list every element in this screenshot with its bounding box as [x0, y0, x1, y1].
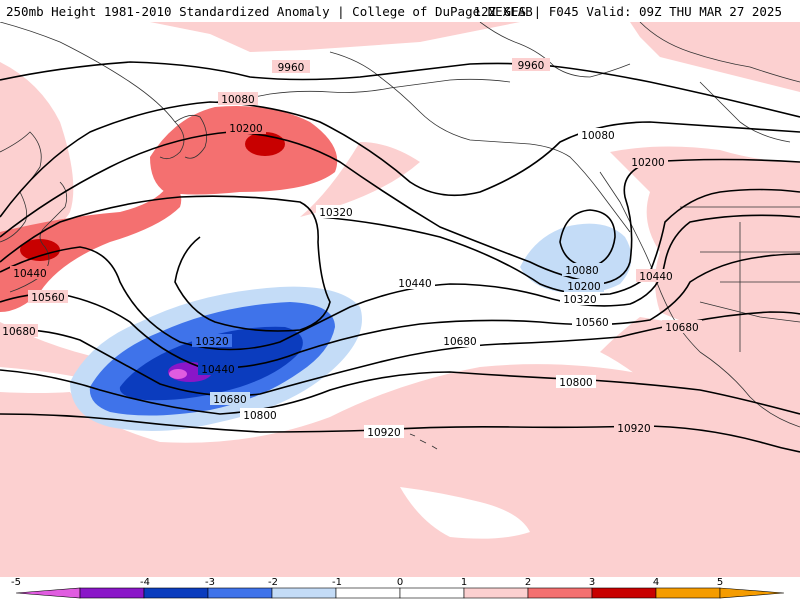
legend-tick: -3 [205, 577, 215, 588]
contour-label: 10080 [562, 263, 602, 277]
svg-text:10440: 10440 [13, 268, 46, 280]
anomaly-fill-neg5 [169, 369, 187, 379]
svg-text:10320: 10320 [563, 294, 596, 306]
legend-tick: -1 [332, 577, 342, 588]
legend-swatch-pos2 [527, 587, 593, 599]
anomaly-fill-pos3 [20, 132, 285, 261]
contour-10800 [0, 369, 800, 415]
svg-text:10080: 10080 [221, 94, 254, 106]
legend-ticks: -5 -4 -3 -2 -1 0 1 2 3 4 5 [11, 577, 723, 588]
svg-text:10080: 10080 [565, 265, 598, 277]
svg-text:10200: 10200 [567, 281, 600, 293]
legend-tick: 5 [717, 577, 723, 588]
contour-labels: 9960 9960 10080 10080 10080 10200 10200 … [0, 58, 702, 439]
height-contours [0, 61, 800, 453]
anomaly-fill-pos2 [0, 106, 338, 312]
svg-text:10680: 10680 [443, 336, 476, 348]
contour-label: 10440 [395, 276, 435, 290]
svg-text:10560: 10560 [575, 317, 608, 329]
legend-tick: -5 [11, 577, 21, 588]
contour-label: 10440 [636, 269, 676, 283]
legend-swatch-neg3 [143, 587, 209, 599]
contour-label: 10680 [0, 324, 38, 338]
legend-tick: 0 [397, 577, 403, 588]
legend-color-bar [15, 587, 785, 599]
contour-10560 [0, 253, 800, 369]
legend-swatch-neg5 [15, 587, 81, 599]
legend-tick: -4 [140, 577, 150, 588]
contour-label: 9960 [272, 60, 310, 74]
legend-tick: 3 [589, 577, 595, 588]
contour-label: 10800 [240, 408, 280, 422]
svg-text:10920: 10920 [367, 427, 400, 439]
legend-swatch-neg2 [207, 587, 273, 599]
color-scale-legend: -5 -4 -3 -2 -1 0 1 2 3 4 5 [11, 577, 785, 599]
contour-label: 10200 [226, 121, 266, 135]
contour-label: 10200 [564, 279, 604, 293]
svg-text:10800: 10800 [559, 377, 592, 389]
anomaly-neutral-patch [400, 487, 530, 539]
legend-swatch-pos5 [719, 587, 785, 599]
contour-label: 10560 [28, 290, 68, 304]
svg-text:9960: 9960 [278, 62, 305, 74]
contour-label: 9960 [512, 58, 550, 72]
header-bar: 250mb Height 1981-2010 Standardized Anom… [0, 0, 800, 22]
legend-tick: 2 [525, 577, 531, 588]
contour-10440 [0, 214, 800, 351]
legend-swatch-neg4 [79, 587, 145, 599]
svg-text:10200: 10200 [229, 123, 262, 135]
contour-label: 10080 [218, 92, 258, 106]
svg-text:10920: 10920 [617, 423, 650, 435]
svg-text:10560: 10560 [31, 292, 64, 304]
svg-text:10440: 10440 [398, 278, 431, 290]
contour-10080 [0, 101, 800, 218]
contour-10680 [0, 311, 800, 397]
svg-text:10320: 10320 [319, 207, 352, 219]
svg-text:10320: 10320 [195, 336, 228, 348]
contour-label: 10200 [628, 155, 668, 169]
contour-label: 10440 [10, 266, 50, 280]
anomaly-map: 9960 9960 10080 10080 10080 10200 10200 … [0, 22, 800, 577]
legend-tick: 1 [461, 577, 467, 588]
contour-label: 10440 [198, 362, 238, 376]
contour-label: 10320 [560, 292, 600, 306]
legend-swatch-pos4 [655, 587, 721, 599]
svg-text:10680: 10680 [213, 394, 246, 406]
contour-label: 10800 [556, 375, 596, 389]
contour-10200 [0, 131, 800, 285]
model-run-info: 12Z GFS | F045 Valid: 09Z THU MAR 27 202… [473, 4, 782, 19]
legend-tick: -2 [268, 577, 278, 588]
legend-swatch-pos1 [463, 587, 529, 599]
svg-text:10680: 10680 [2, 326, 35, 338]
contour-9960 [0, 61, 800, 118]
legend-swatch-pos3 [591, 587, 657, 599]
legend-swatch-zero-b [399, 587, 465, 599]
contour-label: 10680 [210, 392, 250, 406]
legend-swatch-zero-a [335, 587, 401, 599]
contour-label: 10920 [364, 425, 404, 439]
legend-tick: 4 [653, 577, 659, 588]
svg-text:10800: 10800 [243, 410, 276, 422]
svg-text:10440: 10440 [639, 271, 672, 283]
contour-label: 10080 [578, 128, 618, 142]
svg-text:10080: 10080 [581, 130, 614, 142]
contour-label: 10680 [440, 334, 480, 348]
contour-label: 10680 [662, 320, 702, 334]
legend-swatch-neg1 [271, 587, 337, 599]
map-title: 250mb Height 1981-2010 Standardized Anom… [6, 4, 533, 19]
contour-label: 10320 [316, 205, 356, 219]
contour-10920 [0, 413, 800, 453]
svg-text:10680: 10680 [665, 322, 698, 334]
anomaly-fill-pos1 [0, 22, 800, 577]
contour-label: 10320 [192, 334, 232, 348]
svg-text:10200: 10200 [631, 157, 664, 169]
contour-label: 10920 [614, 421, 654, 435]
contour-label: 10560 [572, 315, 612, 329]
svg-text:9960: 9960 [518, 60, 545, 72]
svg-text:10440: 10440 [201, 364, 234, 376]
contour-10320 [0, 188, 800, 332]
